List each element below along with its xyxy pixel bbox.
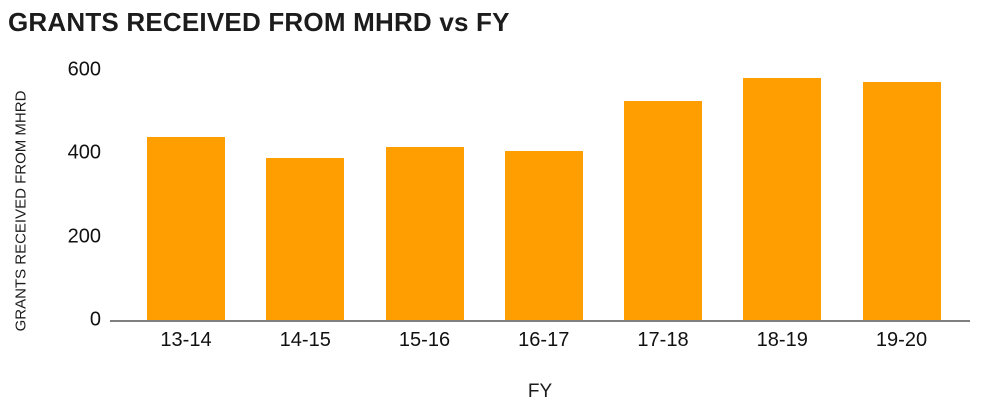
bar-18-19 [743,78,822,320]
bar-16-17 [504,151,583,320]
y-tick-label: 200 [67,225,101,248]
bar-15-16 [385,147,464,320]
x-tick-label: 17-18 [637,329,689,351]
plot-area [110,70,970,322]
bar-19-20 [862,81,941,320]
x-tick-label: 16-17 [518,329,570,351]
chart-title: GRANTS RECEIVED FROM MHRD vs FY [8,7,510,37]
bar-17-18 [624,101,702,320]
x-axis-title: FY [527,381,553,402]
x-tick-label: 19-20 [875,329,928,351]
bar-14-15 [266,157,345,320]
x-tick-label: 14-15 [279,329,331,351]
x-tick-label: 18-19 [756,329,808,351]
y-axis-title: GRANTS RECEIVED FROM MHRD [12,90,30,332]
x-tick-label: 13-14 [160,329,212,351]
y-tick-label: 400 [67,141,101,164]
y-tick-label: 0 [89,308,101,331]
y-tick-label: 600 [67,58,101,81]
bar-13-14 [147,136,225,320]
x-tick-label: 15-16 [398,329,451,351]
